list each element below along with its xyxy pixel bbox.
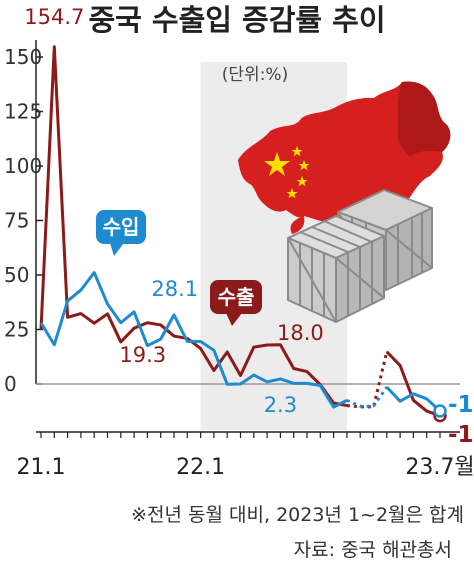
import-line-solid xyxy=(39,271,348,409)
y-axis: 0 25 50 75 100 125 150 xyxy=(4,40,460,396)
export-line-solid xyxy=(39,45,348,408)
export-line-point xyxy=(173,335,175,337)
import-line-point xyxy=(319,385,321,387)
import-line-point xyxy=(373,405,374,407)
import-data-label: -12.4 xyxy=(448,392,474,418)
export-line-point xyxy=(240,374,241,376)
import-line-point xyxy=(359,405,361,407)
import-line-point xyxy=(133,311,135,313)
import-line-point xyxy=(386,386,388,388)
import-line-point xyxy=(306,382,308,384)
import-line-endpoint xyxy=(433,404,447,418)
export-data-label: 154.7 xyxy=(24,5,84,29)
import-line-point xyxy=(426,398,428,400)
import-line-point xyxy=(266,381,268,383)
import-line-point xyxy=(186,340,188,342)
y-tick-label: 100 xyxy=(4,154,42,178)
export-line-point xyxy=(213,369,215,371)
import-line-point xyxy=(67,300,69,302)
export-line-point xyxy=(266,344,268,346)
import-line-point xyxy=(40,322,42,324)
y-tick-label: 75 xyxy=(4,209,29,233)
legend-import-label: 수입 xyxy=(103,215,140,239)
export-line-point xyxy=(107,313,108,315)
legend-export-label: 수출 xyxy=(218,285,255,309)
import-line-point xyxy=(80,289,82,291)
y-tick-label: 50 xyxy=(4,263,29,287)
import-line-point xyxy=(412,393,414,395)
export-line-point xyxy=(306,371,308,373)
import-line-point xyxy=(226,383,228,385)
export-line-point xyxy=(146,322,148,324)
export-line-point xyxy=(399,364,401,366)
export-line-point xyxy=(120,341,122,343)
import-line-point xyxy=(146,345,148,347)
legend-import: 수입 xyxy=(96,210,146,256)
import-line-point xyxy=(346,399,348,401)
y-tick-label: 150 xyxy=(4,45,42,69)
export-data-label: -14.5 xyxy=(448,422,474,448)
import-line-point xyxy=(279,378,281,380)
import-line-point xyxy=(120,322,122,324)
import-line-point xyxy=(93,272,95,274)
export-line-point xyxy=(293,368,295,370)
import-data-label: 28.1 xyxy=(151,277,198,301)
x-tick-label: 23.7월 xyxy=(405,455,474,480)
export-line-point xyxy=(412,399,414,401)
y-tick-label: 25 xyxy=(4,318,29,342)
unit-label: (단위:%) xyxy=(222,65,288,85)
x-axis: 21.1 22.1 23.7월 xyxy=(17,431,474,480)
export-data-label: 19.3 xyxy=(119,343,166,367)
y-tick-label: 125 xyxy=(4,100,42,124)
export-line-point xyxy=(40,329,42,330)
import-line-point xyxy=(293,382,295,384)
import-line-point xyxy=(213,349,215,351)
legend-export: 수출 xyxy=(210,280,262,326)
footnote: ※전년 동월 대비, 2023년 1~2월은 합계 xyxy=(131,504,464,526)
export-line-point xyxy=(200,347,202,349)
export-data-label: 18.0 xyxy=(277,321,324,345)
export-line-point xyxy=(160,324,162,326)
export-line-point xyxy=(253,346,255,348)
export-line-point xyxy=(426,410,428,412)
export-line-point xyxy=(53,46,55,48)
import-line-dashed xyxy=(346,386,389,408)
import-line-point xyxy=(160,338,162,340)
import-line-point xyxy=(399,400,401,402)
import-line-point xyxy=(200,340,202,342)
data-labels: 154.7 19.3 18.0 -14.5 28.1 2.3 -12.4 xyxy=(24,5,474,448)
export-line-point xyxy=(80,313,82,315)
chart-title: 중국 수출입 증감률 추이 xyxy=(88,3,385,37)
import-line-point xyxy=(107,303,108,305)
export-line-point xyxy=(67,316,69,318)
export-line-point xyxy=(346,405,348,407)
import-line-point xyxy=(240,383,241,385)
export-line-point xyxy=(133,327,135,329)
export-line-dashed xyxy=(346,351,389,409)
import-line-point xyxy=(53,344,55,346)
x-tick-label: 21.1 xyxy=(17,455,66,480)
export-line-point xyxy=(386,351,388,353)
y-tick-label: 0 xyxy=(4,372,17,396)
export-line-point xyxy=(279,344,281,346)
import-data-label: 2.3 xyxy=(264,393,297,417)
x-tick-label: 22.1 xyxy=(176,455,225,480)
export-line-point xyxy=(333,402,335,404)
china-map-icon xyxy=(238,81,451,234)
import-line-point xyxy=(253,374,255,376)
export-line-point xyxy=(93,322,95,324)
series-layer xyxy=(39,45,447,423)
source-note: 자료: 중국 해관총서 xyxy=(294,539,452,561)
import-line-point xyxy=(173,314,175,316)
export-line-point xyxy=(226,351,228,353)
import-line-point xyxy=(333,406,335,408)
cargo-crates-icon xyxy=(287,189,433,323)
